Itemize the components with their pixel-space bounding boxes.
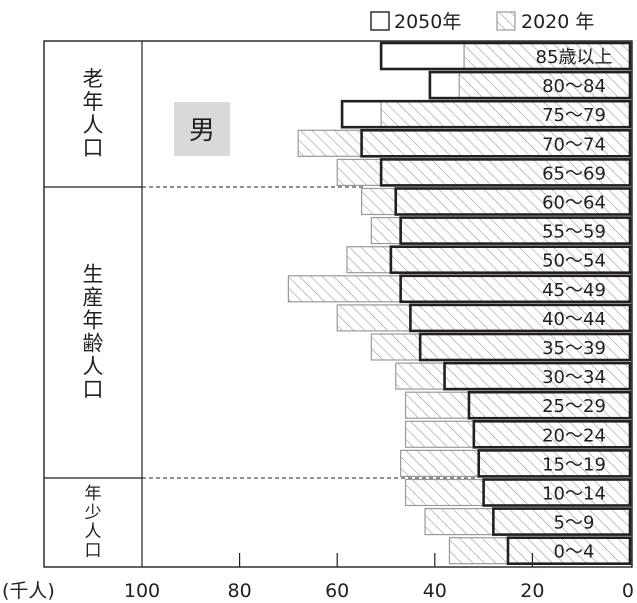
x-tick-label: 100	[124, 580, 160, 602]
age-label-11: 30～34	[542, 367, 606, 388]
age-label-10: 35～39	[542, 338, 606, 359]
legend-label-2020: 2020 年	[521, 11, 594, 33]
age-label-16: 5～9	[554, 513, 595, 534]
bar-2050-30～34	[443, 361, 632, 391]
group-label-char: 人	[83, 354, 104, 378]
bar-2050-50～54	[389, 245, 632, 274]
age-label-8: 45～49	[542, 280, 606, 301]
age-label-3: 70～74	[542, 134, 606, 155]
age-label-7: 50～54	[542, 251, 606, 272]
age-label-0: 85歳以上	[536, 47, 613, 68]
x-tick-label: 20	[520, 580, 544, 602]
bar-2050-85歳以上	[379, 41, 632, 71]
legend-label-2050: 2050年	[394, 11, 461, 33]
bar-2050-40～44	[409, 303, 632, 333]
x-tick-label: 80	[228, 580, 252, 602]
group-label-char: 少	[85, 503, 102, 523]
bar-2050-20～24	[472, 419, 632, 449]
group-label-char: 人	[83, 113, 104, 137]
legend-swatch-2020	[496, 11, 516, 31]
chart-frame	[43, 40, 633, 568]
group-label-char: 齢	[83, 331, 104, 355]
unit-label: (千人)	[2, 580, 55, 602]
age-label-13: 20～24	[542, 425, 606, 446]
bars-2020	[287, 42, 631, 565]
group-label-char: 年	[83, 308, 104, 332]
bar-2020-50～54	[346, 246, 631, 274]
age-label-4: 65～69	[542, 163, 606, 184]
age-label-17: 0～4	[554, 542, 595, 563]
group-label-char: 生	[83, 262, 104, 286]
legend-swatch-2050	[370, 11, 390, 31]
bar-2050-10～14	[482, 478, 632, 507]
group-label-char: 人	[85, 522, 102, 542]
age-label-15: 10～14	[542, 484, 606, 505]
age-label-5: 60～64	[542, 193, 606, 214]
group-label-char: 年	[85, 484, 102, 504]
bar-2020-10～14	[404, 478, 631, 507]
x-axis-ticks: 100 80 60 40 20 0	[124, 553, 634, 602]
group-label-char: 口	[85, 541, 102, 561]
x-tick-label: 40	[423, 580, 447, 602]
bar-2050-65～69	[379, 158, 632, 187]
bar-2050-5～9	[492, 507, 632, 536]
group-label-char: 老	[83, 67, 104, 91]
age-labels: 85歳以上 80～84 75～79 70～74 65～69 60～64 55～59 50～54…	[536, 47, 613, 563]
legend: 2050年 2020 年	[370, 11, 594, 33]
group-label-char: 年	[83, 90, 104, 114]
age-label-12: 25～29	[542, 396, 606, 417]
bar-2050-55～59	[399, 216, 632, 245]
bar-2050-80～84	[428, 70, 632, 100]
age-label-6: 55～59	[542, 222, 606, 243]
bar-2050-45～49	[399, 274, 632, 304]
x-tick-label: 60	[325, 580, 349, 602]
age-label-14: 15～19	[542, 454, 606, 475]
x-tick-label: 0	[622, 580, 634, 602]
bar-2050-0～4	[506, 536, 632, 566]
bar-2020-15～19	[400, 449, 631, 477]
age-label-2: 75～79	[542, 105, 606, 126]
bar-2050-60～64	[394, 187, 632, 216]
bar-2050-25～29	[467, 390, 632, 420]
bar-2050-75～79	[340, 99, 632, 129]
group-label-char: 口	[83, 377, 104, 401]
bar-2020-0～4	[448, 537, 631, 565]
bar-2050-70～74	[360, 129, 632, 158]
group-label-char: 口	[83, 136, 104, 160]
gender-label-box	[174, 102, 230, 156]
bar-2050-15～19	[477, 449, 632, 478]
bar-2020-45～49	[287, 275, 631, 303]
group-label-char: 産	[83, 285, 104, 309]
age-label-9: 40～44	[542, 309, 606, 330]
bar-2020-5～9	[424, 508, 631, 536]
bar-2050-35～39	[418, 332, 632, 362]
gender-label: 男	[189, 116, 215, 146]
age-label-1: 80～84	[542, 76, 606, 97]
bars-2050	[340, 41, 632, 566]
